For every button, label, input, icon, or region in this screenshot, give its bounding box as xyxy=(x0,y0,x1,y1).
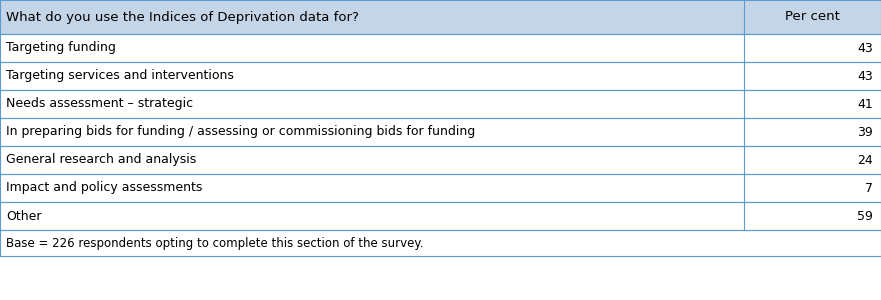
Text: In preparing bids for funding / assessing or commissioning bids for funding: In preparing bids for funding / assessin… xyxy=(6,125,475,139)
Text: What do you use the Indices of Deprivation data for?: What do you use the Indices of Deprivati… xyxy=(6,11,359,23)
Bar xyxy=(0,90,744,118)
Bar xyxy=(0,62,744,90)
Text: 24: 24 xyxy=(857,154,873,166)
Text: 43: 43 xyxy=(857,41,873,55)
Bar xyxy=(0,230,881,256)
Bar xyxy=(0,174,744,202)
Text: Base = 226 respondents opting to complete this section of the survey.: Base = 226 respondents opting to complet… xyxy=(6,236,424,250)
Bar xyxy=(744,0,881,34)
Bar xyxy=(0,34,744,62)
Bar xyxy=(0,146,744,174)
Text: 59: 59 xyxy=(857,209,873,223)
Text: Impact and policy assessments: Impact and policy assessments xyxy=(6,182,203,194)
Text: 41: 41 xyxy=(857,98,873,110)
Bar xyxy=(0,202,744,230)
Text: 43: 43 xyxy=(857,70,873,83)
Text: Needs assessment – strategic: Needs assessment – strategic xyxy=(6,98,193,110)
Text: 7: 7 xyxy=(865,182,873,194)
Bar xyxy=(0,118,744,146)
Bar xyxy=(0,0,744,34)
Text: Targeting services and interventions: Targeting services and interventions xyxy=(6,70,233,83)
Text: General research and analysis: General research and analysis xyxy=(6,154,196,166)
Text: Other: Other xyxy=(6,209,41,223)
Text: Per cent: Per cent xyxy=(785,11,840,23)
Text: 39: 39 xyxy=(857,125,873,139)
Text: Targeting funding: Targeting funding xyxy=(6,41,116,55)
